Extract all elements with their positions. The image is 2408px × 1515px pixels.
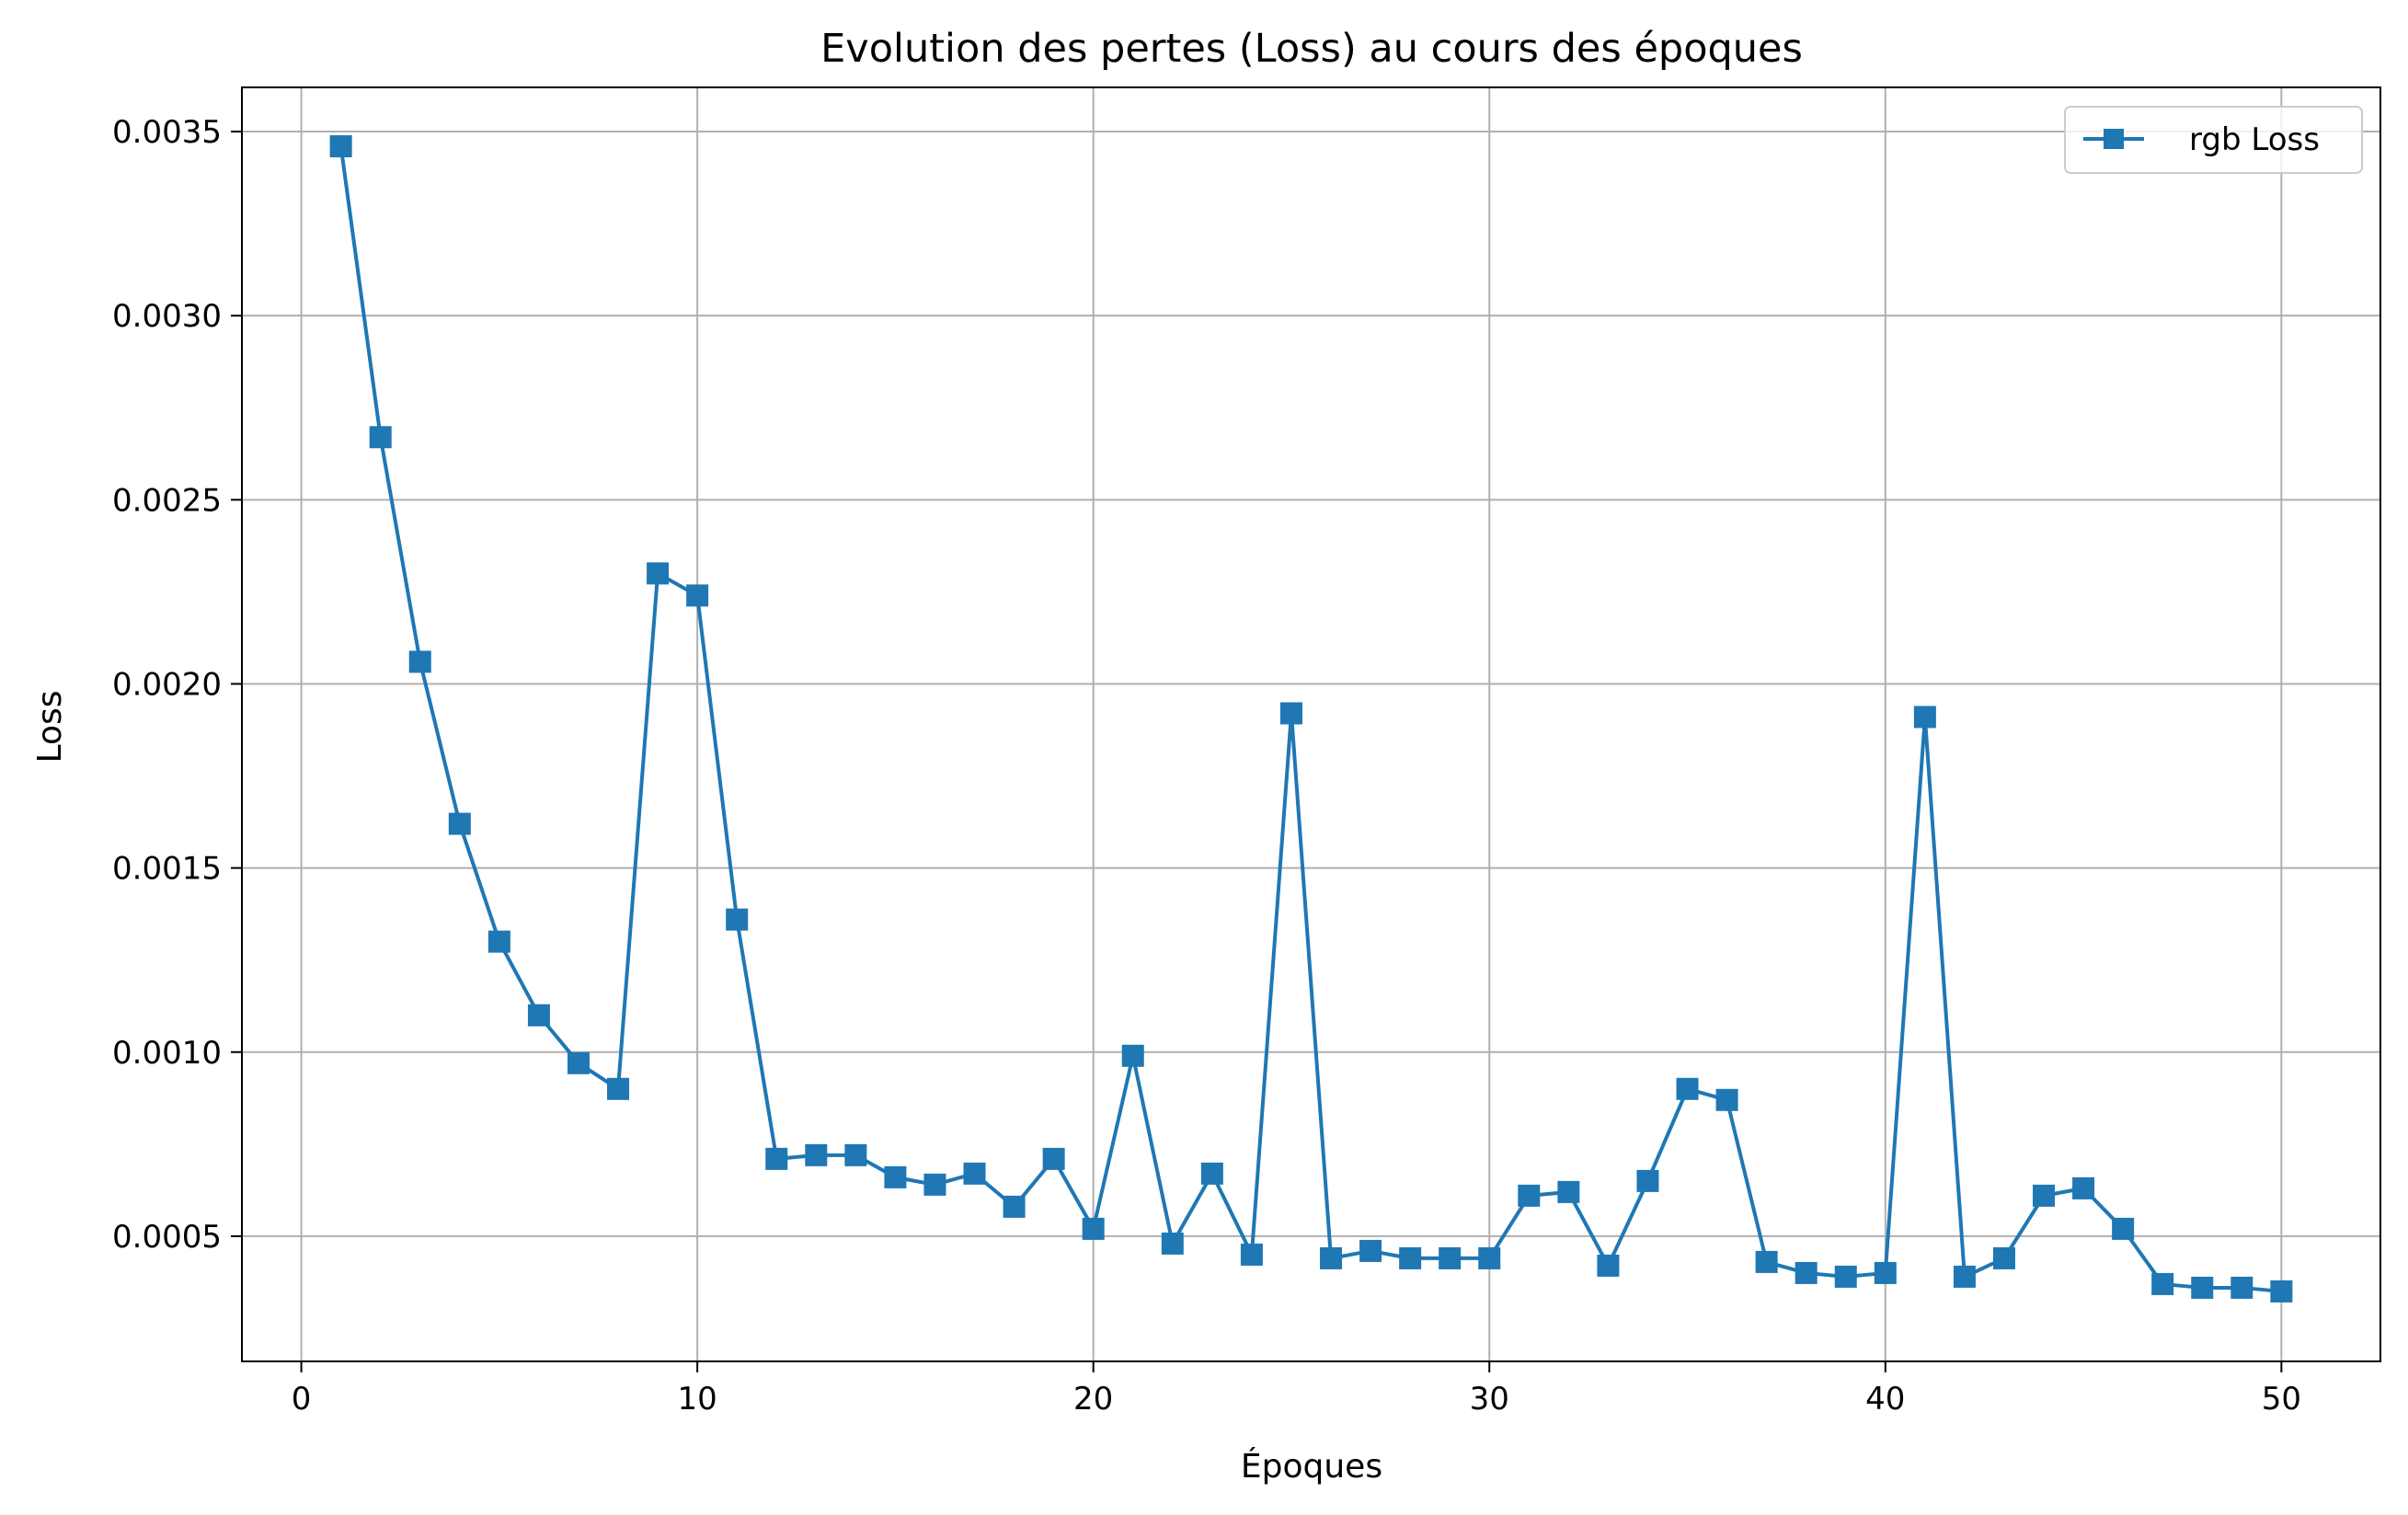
data-point xyxy=(1715,1088,1738,1111)
data-point xyxy=(1518,1184,1541,1207)
data-point xyxy=(2112,1217,2135,1240)
data-point xyxy=(2033,1184,2056,1207)
x-tick-label: 10 xyxy=(678,1381,717,1417)
y-tick-label: 0.0025 xyxy=(112,482,222,519)
data-point xyxy=(1279,702,1302,725)
data-point xyxy=(2230,1276,2253,1299)
legend-label: rgb Loss xyxy=(2189,121,2320,158)
plot-frame xyxy=(241,86,2381,1362)
data-point xyxy=(1992,1246,2015,1269)
series-line xyxy=(338,145,2282,1293)
data-point xyxy=(686,584,709,607)
data-point xyxy=(2191,1276,2214,1299)
data-point xyxy=(923,1173,946,1196)
data-point xyxy=(1042,1147,1065,1170)
data-point xyxy=(487,930,510,953)
grid-lines xyxy=(242,87,2380,1361)
data-point xyxy=(408,650,431,673)
x-tick-label: 40 xyxy=(1865,1381,1905,1417)
data-point xyxy=(963,1162,986,1185)
data-point xyxy=(1953,1265,1976,1288)
data-point xyxy=(1161,1232,1184,1255)
x-tick-label: 20 xyxy=(1073,1381,1113,1417)
data-point xyxy=(884,1165,907,1188)
data-point xyxy=(647,562,670,585)
data-point xyxy=(1320,1246,1343,1269)
data-point xyxy=(1676,1077,1699,1100)
data-point xyxy=(1121,1044,1144,1067)
data-point xyxy=(527,1004,550,1027)
y-axis-title: Loss xyxy=(31,691,69,763)
x-tick-label: 0 xyxy=(292,1381,312,1417)
data-point xyxy=(1636,1169,1659,1192)
data-point xyxy=(1755,1250,1778,1273)
legend: rgb Loss xyxy=(2064,106,2363,174)
legend-marker xyxy=(2104,129,2124,149)
x-tick-label: 50 xyxy=(2262,1381,2301,1417)
data-point xyxy=(1200,1162,1223,1185)
data-point xyxy=(726,908,749,931)
y-tick-label: 0.0005 xyxy=(112,1219,222,1256)
data-point xyxy=(844,1143,867,1166)
data-point xyxy=(369,426,392,449)
y-tick-label: 0.0010 xyxy=(112,1035,222,1072)
data-point xyxy=(1834,1265,1857,1288)
data-point xyxy=(2072,1176,2095,1199)
y-tick-label: 0.0020 xyxy=(112,666,222,703)
x-axis-title: Époques xyxy=(1241,1447,1382,1486)
x-axis: 0 10 20 30 40 50 xyxy=(292,1361,2301,1417)
data-point xyxy=(607,1077,630,1100)
data-point xyxy=(1795,1261,1817,1284)
data-point xyxy=(1874,1261,1897,1284)
data-point xyxy=(1003,1195,1026,1218)
x-tick-label: 30 xyxy=(1470,1381,1509,1417)
data-point xyxy=(448,812,471,835)
y-tick-label: 0.0030 xyxy=(112,298,222,335)
data-point xyxy=(2270,1280,2293,1303)
data-point xyxy=(567,1051,590,1074)
y-tick-label: 0.0015 xyxy=(112,851,222,888)
data-point xyxy=(1478,1246,1501,1269)
data-point xyxy=(765,1147,788,1170)
legend-box xyxy=(2064,106,2363,174)
y-tick-label: 0.0035 xyxy=(112,114,222,151)
data-point xyxy=(1399,1246,1422,1269)
data-point xyxy=(1557,1180,1580,1203)
data-point xyxy=(1439,1246,1462,1269)
chart-title: Evolution des pertes (Loss) au cours des… xyxy=(820,26,1803,72)
y-axis: 0.0005 0.0010 0.0015 0.0020 0.0025 0.0030 0.00… xyxy=(112,114,242,1256)
data-point xyxy=(329,135,352,158)
data-point xyxy=(1597,1254,1620,1277)
data-point xyxy=(805,1143,828,1166)
data-point xyxy=(1082,1217,1105,1240)
data-point xyxy=(2151,1272,2174,1295)
series-layer xyxy=(329,135,2293,1303)
data-point xyxy=(1359,1239,1382,1262)
data-point xyxy=(1913,706,1936,729)
data-point xyxy=(1240,1243,1263,1266)
